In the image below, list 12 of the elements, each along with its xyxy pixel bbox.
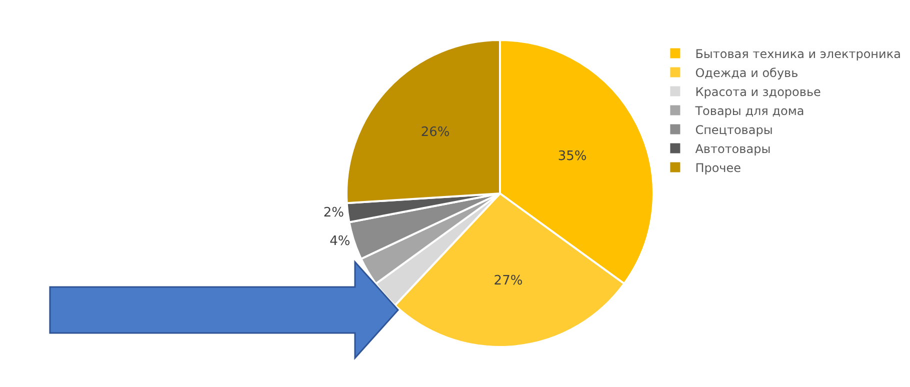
data-label: 4% [330, 234, 350, 250]
legend-label: Автотовары [695, 142, 771, 156]
legend-label: Товары для дома [694, 104, 804, 118]
legend-label: Одежда и обувь [695, 66, 798, 80]
data-label: 2% [323, 205, 344, 220]
legend-label: Прочее [695, 160, 742, 175]
legend-label: Бытовая техника и электроника [695, 46, 901, 61]
legend-label: Красота и здоровье [695, 84, 821, 99]
data-label: 26% [420, 125, 450, 140]
data-label: 27% [494, 273, 523, 288]
legend-label: Спецтовары [695, 122, 773, 137]
data-label: 35% [558, 149, 587, 164]
